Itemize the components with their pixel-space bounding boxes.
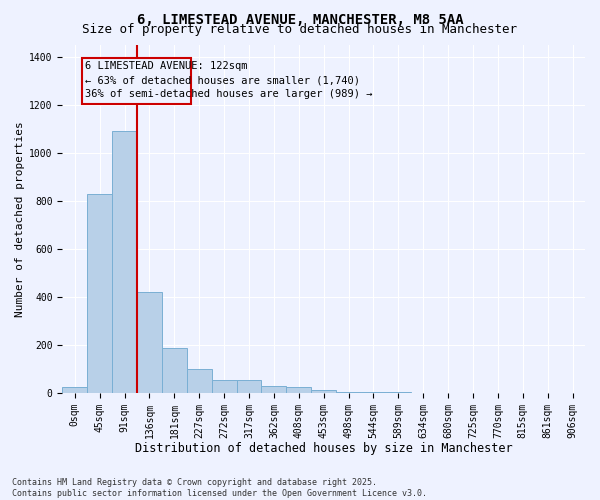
Bar	[262, 386, 286, 393]
Bar	[236, 380, 262, 393]
Y-axis label: Number of detached properties: Number of detached properties	[15, 121, 25, 317]
Bar	[62, 387, 87, 393]
Bar	[311, 390, 336, 393]
Bar	[336, 392, 361, 393]
Bar	[137, 292, 162, 393]
Bar	[162, 348, 187, 393]
Bar	[286, 387, 311, 393]
Text: 6 LIMESTEAD AVENUE: 122sqm
← 63% of detached houses are smaller (1,740)
36% of s: 6 LIMESTEAD AVENUE: 122sqm ← 63% of deta…	[85, 61, 373, 99]
Bar	[361, 392, 386, 393]
Text: Size of property relative to detached houses in Manchester: Size of property relative to detached ho…	[83, 22, 517, 36]
FancyBboxPatch shape	[82, 58, 191, 104]
X-axis label: Distribution of detached houses by size in Manchester: Distribution of detached houses by size …	[135, 442, 512, 455]
Text: 6, LIMESTEAD AVENUE, MANCHESTER, M8 5AA: 6, LIMESTEAD AVENUE, MANCHESTER, M8 5AA	[137, 12, 463, 26]
Bar	[87, 194, 112, 393]
Bar	[212, 380, 236, 393]
Bar	[112, 132, 137, 393]
Text: Contains HM Land Registry data © Crown copyright and database right 2025.
Contai: Contains HM Land Registry data © Crown c…	[12, 478, 427, 498]
Bar	[187, 369, 212, 393]
